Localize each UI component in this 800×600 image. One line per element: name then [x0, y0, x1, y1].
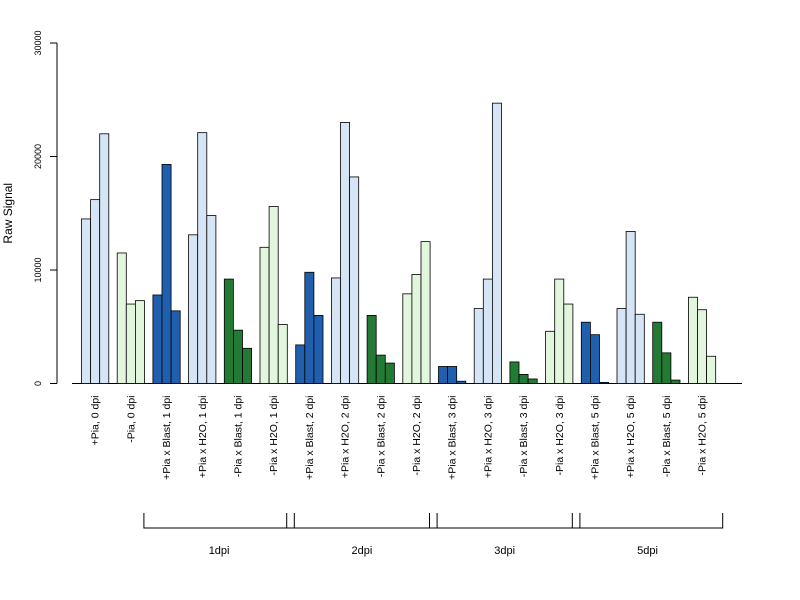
bar	[170, 310, 181, 384]
x-tick-label: +Pia, 0 dpi	[90, 396, 102, 446]
bar	[384, 362, 395, 384]
bar	[482, 278, 493, 384]
x-tick-label: +Pia x Blast, 3 dpi	[447, 396, 459, 480]
bar	[438, 366, 449, 384]
x-tick-label: -Pia x H2O, 3 dpi	[554, 396, 566, 476]
x-tick-label: -Pia, 0 dpi	[125, 396, 137, 443]
x-tick-label: +Pia x Blast, 5 dpi	[589, 396, 601, 480]
bar	[447, 366, 458, 384]
x-tick-label: +Pia x H2O, 3 dpi	[482, 396, 494, 479]
x-tick-label: +Pia x H2O, 5 dpi	[625, 396, 637, 479]
dpi-bracket-label: 2dpi	[352, 545, 373, 557]
bar	[456, 380, 467, 384]
dpi-bracket-label: 1dpi	[209, 545, 230, 557]
y-tick-label: 30000	[33, 30, 43, 55]
x-tick-label: -Pia x Blast, 1 dpi	[232, 396, 244, 478]
x-tick-label: -Pia x Blast, 2 dpi	[375, 396, 387, 478]
bar	[313, 314, 324, 384]
bar	[518, 374, 529, 384]
bar	[304, 271, 315, 384]
bar	[375, 354, 386, 384]
bar	[652, 321, 663, 384]
y-tick-label: 20000	[33, 144, 43, 169]
bar	[268, 206, 279, 384]
bar	[545, 330, 556, 384]
bar	[242, 347, 253, 384]
bar	[697, 309, 708, 384]
bar	[366, 314, 377, 384]
bar	[223, 278, 234, 384]
dpi-bracket	[286, 513, 438, 529]
x-tick-label: +Pia x H2O, 2 dpi	[340, 396, 352, 479]
bar	[580, 321, 591, 384]
bar	[340, 122, 351, 384]
bar	[491, 102, 502, 384]
x-tick-label: -Pia x H2O, 1 dpi	[268, 396, 280, 476]
bar	[152, 294, 163, 384]
bar	[330, 277, 341, 384]
y-tick-label: 10000	[33, 257, 43, 282]
bar	[590, 334, 600, 384]
bar	[99, 133, 110, 384]
x-tick-labels: +Pia, 0 dpi -Pia, 0 dpi +Pia x Blast, 1 dp…	[90, 396, 709, 480]
x-tick-label: -Pia x H2O, 2 dpi	[411, 396, 423, 476]
y-axis-label: Raw Signal	[1, 183, 15, 244]
bar	[197, 132, 208, 384]
bar	[161, 164, 172, 384]
dpi-bracket	[571, 513, 724, 529]
bar	[670, 379, 681, 384]
dpi-brackets: 1dpi 2dpi 3dpi 5dpi	[143, 513, 724, 557]
bar	[232, 329, 243, 384]
bar	[473, 308, 484, 384]
bar	[402, 293, 413, 384]
bar	[81, 218, 92, 384]
bar	[661, 352, 672, 384]
bar	[206, 215, 217, 384]
dpi-bracket-label: 3dpi	[494, 545, 515, 557]
bar	[90, 199, 101, 384]
x-tick-label: -Pia x Blast, 5 dpi	[661, 396, 673, 478]
bar	[277, 324, 288, 384]
bar	[349, 176, 360, 384]
x-tick-label: +Pia x Blast, 1 dpi	[161, 396, 173, 480]
bar	[125, 303, 136, 384]
bar	[295, 344, 306, 384]
x-tick-label: -Pia x H2O, 5 dpi	[697, 396, 709, 476]
bar	[527, 378, 538, 384]
bar	[616, 308, 627, 384]
bar	[420, 241, 431, 384]
y-axis: 0 10000 20000 30000	[33, 30, 58, 386]
x-tick-label: +Pia x Blast, 2 dpi	[304, 396, 316, 480]
bar	[259, 246, 270, 384]
bar	[509, 361, 520, 384]
dpi-bracket	[429, 513, 581, 529]
bar	[134, 300, 145, 384]
bar	[554, 278, 565, 384]
bar	[688, 296, 698, 384]
bar	[116, 252, 127, 384]
bar	[706, 355, 717, 384]
bar	[634, 313, 645, 384]
dpi-bracket-label: 5dpi	[637, 545, 658, 557]
x-tick-label: +Pia x H2O, 1 dpi	[197, 396, 209, 479]
dpi-bracket	[143, 513, 295, 529]
x-tick-label: -Pia x Blast, 3 dpi	[518, 396, 530, 478]
bar	[563, 303, 574, 384]
y-tick-label: 0	[33, 381, 43, 386]
bar	[625, 231, 636, 384]
bar	[188, 234, 199, 384]
bars	[81, 102, 717, 384]
bar	[411, 274, 422, 384]
bar	[599, 381, 610, 384]
